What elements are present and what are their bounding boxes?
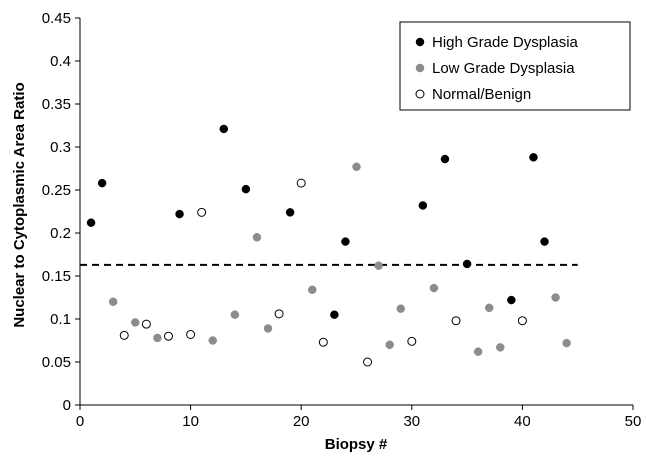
legend-marker xyxy=(416,38,424,46)
data-point xyxy=(142,320,150,328)
legend-marker xyxy=(416,64,424,72)
data-point xyxy=(463,260,471,268)
data-point xyxy=(353,163,361,171)
data-point xyxy=(253,233,261,241)
data-point xyxy=(397,305,405,313)
data-point xyxy=(375,262,383,270)
series-2 xyxy=(120,179,526,366)
data-point xyxy=(120,331,128,339)
data-point xyxy=(164,332,172,340)
data-point xyxy=(297,179,305,187)
y-tick-label: 0.25 xyxy=(42,182,71,199)
data-point xyxy=(330,311,338,319)
series-0 xyxy=(87,125,548,319)
data-point xyxy=(563,339,571,347)
data-point xyxy=(220,125,228,133)
data-point xyxy=(187,330,195,338)
data-point xyxy=(198,208,206,216)
data-point xyxy=(153,334,161,342)
y-tick-label: 0.4 xyxy=(50,53,71,70)
data-point xyxy=(452,317,460,325)
data-point xyxy=(496,343,504,351)
data-point xyxy=(286,208,294,216)
legend: High Grade Dysplasia Low Grade Dysplasia N… xyxy=(400,22,630,110)
data-point xyxy=(474,348,482,356)
data-point xyxy=(441,155,449,163)
y-tick-label: 0 xyxy=(63,397,71,414)
data-point xyxy=(386,341,394,349)
data-point xyxy=(518,317,526,325)
data-points xyxy=(87,125,571,366)
data-point xyxy=(408,337,416,345)
data-point xyxy=(264,324,272,332)
x-tick-label: 50 xyxy=(625,413,642,430)
y-tick-label: 0.1 xyxy=(50,311,71,328)
data-point xyxy=(87,219,95,227)
y-tick-label: 0.15 xyxy=(42,268,71,285)
y-tick-label: 0.35 xyxy=(42,96,71,113)
data-point xyxy=(242,185,250,193)
data-point xyxy=(485,304,493,312)
y-tick-label: 0.05 xyxy=(42,354,71,371)
data-point xyxy=(209,337,217,345)
x-tick-label: 30 xyxy=(403,413,420,430)
series-1 xyxy=(109,163,570,356)
data-point xyxy=(109,298,117,306)
y-tick-label: 0.45 xyxy=(42,10,71,27)
data-point xyxy=(507,296,515,304)
data-point xyxy=(419,201,427,209)
data-point xyxy=(430,284,438,292)
y-tick-label: 0.2 xyxy=(50,225,71,242)
x-tick-label: 10 xyxy=(182,413,199,430)
y-axis-title: Nuclear to Cytoplasmic Area Ratio xyxy=(11,82,28,327)
data-point xyxy=(231,311,239,319)
legend-label: Normal/Benign xyxy=(432,86,531,103)
x-tick-label: 0 xyxy=(76,413,84,430)
data-point xyxy=(319,338,327,346)
legend-marker xyxy=(416,90,424,98)
data-point xyxy=(341,238,349,246)
data-point xyxy=(308,286,316,294)
legend-label: Low Grade Dysplasia xyxy=(432,60,575,77)
y-tick-label: 0.3 xyxy=(50,139,71,156)
data-point xyxy=(176,210,184,218)
data-point xyxy=(275,310,283,318)
data-point xyxy=(541,238,549,246)
x-axis-title: Biopsy # xyxy=(325,436,388,453)
legend-label: High Grade Dysplasia xyxy=(432,34,579,51)
x-tick-label: 20 xyxy=(293,413,310,430)
data-point xyxy=(552,294,560,302)
data-point xyxy=(364,358,372,366)
x-tick-label: 40 xyxy=(514,413,531,430)
data-point xyxy=(98,179,106,187)
data-point xyxy=(131,318,139,326)
data-point xyxy=(529,153,537,161)
